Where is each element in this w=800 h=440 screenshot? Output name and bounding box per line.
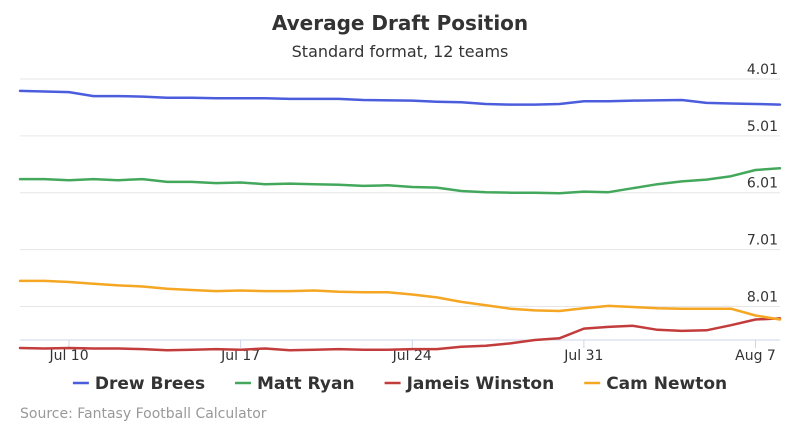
legend-item[interactable]: Drew Brees bbox=[72, 374, 205, 394]
series-line-cam-newton[interactable] bbox=[18, 279, 782, 321]
x-tick-label: Jul 31 bbox=[563, 348, 603, 364]
chart-credits: Source: Fantasy Football Calculator bbox=[20, 406, 267, 422]
legend-item[interactable]: Matt Ryan bbox=[235, 374, 355, 394]
chart-subtitle: Standard format, 12 teams bbox=[292, 42, 509, 61]
legend-label: Jameis Winston bbox=[406, 374, 555, 394]
legend-item[interactable]: Jameis Winston bbox=[384, 374, 555, 394]
x-tick-label: Jul 17 bbox=[220, 348, 260, 364]
series-layer bbox=[18, 89, 782, 352]
legend-item[interactable]: Cam Newton bbox=[584, 374, 727, 394]
legend-label: Cam Newton bbox=[606, 374, 727, 394]
series-line-drew-brees[interactable] bbox=[18, 89, 782, 106]
series-line-matt-ryan[interactable] bbox=[18, 167, 782, 195]
x-tick-label: Aug 7 bbox=[735, 348, 776, 364]
y-tick-label: 5.01 bbox=[747, 119, 778, 135]
y-tick-label: 8.01 bbox=[747, 289, 778, 305]
grid-layer bbox=[20, 78, 780, 307]
legend-label: Matt Ryan bbox=[257, 374, 355, 394]
legend: Drew Brees Matt Ryan Jameis Winston Cam New… bbox=[72, 374, 727, 394]
series-line-jameis-winston[interactable] bbox=[18, 317, 782, 352]
y-axis: 4.01 5.01 6.01 7.01 8.01 bbox=[747, 62, 778, 305]
x-tick-label: Jul 10 bbox=[48, 348, 88, 364]
chart-title: Average Draft Position bbox=[272, 11, 528, 35]
x-tick-label: Jul 24 bbox=[392, 348, 432, 364]
y-tick-label: 6.01 bbox=[747, 176, 778, 192]
legend-label: Drew Brees bbox=[95, 374, 205, 394]
y-tick-label: 7.01 bbox=[747, 233, 778, 249]
x-axis: Jul 10 Jul 17 Jul 24 Jul 31 Aug 7 bbox=[20, 339, 780, 364]
y-tick-label: 4.01 bbox=[747, 62, 778, 78]
